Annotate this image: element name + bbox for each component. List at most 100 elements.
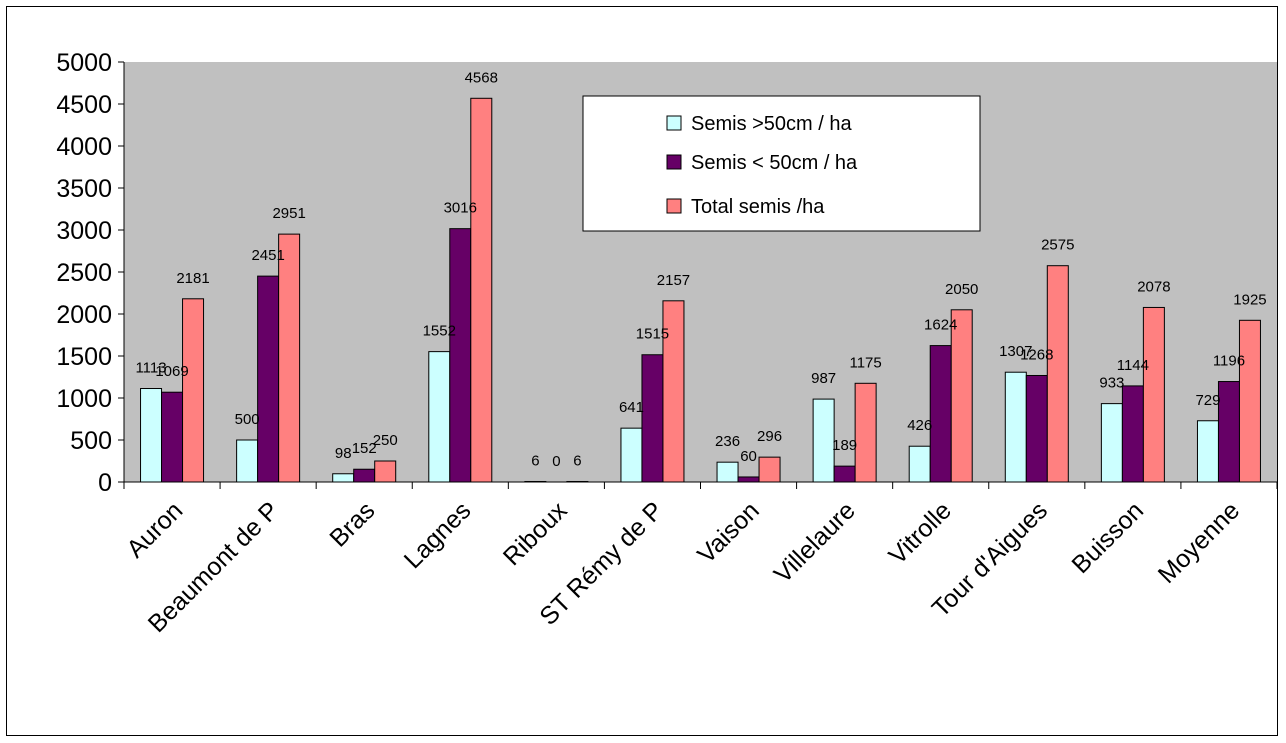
bar-series-1 xyxy=(908,445,931,483)
bar-series-2 xyxy=(353,468,376,483)
bar-series-1 xyxy=(812,398,835,483)
bar-series-1 xyxy=(620,427,643,483)
legend-swatch-series-1 xyxy=(666,115,682,131)
bar-series-3 xyxy=(470,97,493,483)
data-label: 1515 xyxy=(636,326,669,343)
bar-series-3 xyxy=(374,460,397,483)
bars xyxy=(140,97,1261,483)
data-label: 296 xyxy=(757,428,782,445)
x-category-label: Villelaure xyxy=(769,496,861,588)
data-label: 1196 xyxy=(1213,353,1245,370)
bar-series-3 xyxy=(1142,306,1165,483)
data-label: 60 xyxy=(740,448,757,465)
data-label: 1268 xyxy=(1020,346,1053,363)
data-label: 1113 xyxy=(135,360,166,377)
data-label: 1175 xyxy=(849,354,881,371)
data-label: 1144 xyxy=(1117,357,1149,374)
data-label: 987 xyxy=(811,370,836,387)
y-tick-label: 2500 xyxy=(56,259,112,287)
x-category-label: Bras xyxy=(324,496,380,552)
x-category-label: Auron xyxy=(121,496,188,563)
bar-series-2 xyxy=(737,476,760,483)
x-category-label: Vaison xyxy=(692,496,765,569)
data-label: 236 xyxy=(715,433,740,450)
bar-series-3 xyxy=(758,456,781,483)
bar-series-3 xyxy=(1238,319,1261,483)
legend-box xyxy=(582,95,981,232)
y-axis: 0 500 1000 1500 2000 2500 3000 3500 4000 4500 5000 xyxy=(56,49,125,497)
y-tick-label: 5000 xyxy=(56,49,112,77)
y-tick-label: 4500 xyxy=(56,91,112,119)
data-label: 152 xyxy=(352,440,377,457)
legend: Semis >50cm / ha Semis < 50cm / ha Total… xyxy=(582,95,981,232)
data-label: 0 xyxy=(552,453,560,470)
bar-series-3 xyxy=(1046,265,1069,483)
legend-label-series-2: Semis < 50cm / ha xyxy=(691,152,858,174)
y-tick-label: 4000 xyxy=(56,133,112,161)
legend-swatch-series-3 xyxy=(666,198,682,214)
bar-series-2 xyxy=(1121,385,1144,483)
data-label: 2050 xyxy=(945,281,978,298)
data-label: 98 xyxy=(335,445,352,462)
y-tick-label: 2000 xyxy=(56,301,112,329)
bar-series-1 xyxy=(1100,403,1123,483)
bar-series-1 xyxy=(140,388,163,483)
y-tick-label: 500 xyxy=(70,427,112,455)
x-category-label: Buisson xyxy=(1066,496,1149,579)
bar-series-2 xyxy=(833,465,856,483)
y-tick-label: 3500 xyxy=(56,175,112,203)
bar-series-1 xyxy=(1196,420,1219,483)
data-label: 6 xyxy=(531,452,539,469)
data-label: 426 xyxy=(907,417,932,434)
bar-series-3 xyxy=(182,298,205,483)
bar-series-2 xyxy=(1025,374,1048,483)
x-category-label: Vitrolle xyxy=(883,496,957,570)
x-category-label: Lagnes xyxy=(399,496,477,574)
data-label: 250 xyxy=(373,432,398,449)
data-label: 1552 xyxy=(423,323,456,340)
data-label: 641 xyxy=(619,399,644,416)
bar-series-3 xyxy=(278,233,301,483)
x-category-label: Riboux xyxy=(498,496,573,571)
legend-label-series-3: Total semis /ha xyxy=(691,196,825,218)
y-tick-label: 1500 xyxy=(56,343,112,371)
data-labels: 1113 500 98 1552 6 641 236 987 426 1307 933 729 1069… xyxy=(135,69,1266,470)
data-label: 4568 xyxy=(465,69,498,86)
data-label: 3016 xyxy=(444,200,477,217)
bar-series-1 xyxy=(716,461,739,483)
data-label: 933 xyxy=(1099,375,1124,392)
data-label: 500 xyxy=(235,411,260,428)
data-label: 189 xyxy=(832,437,857,454)
bar-series-2 xyxy=(161,391,184,483)
data-label: 2181 xyxy=(176,270,209,287)
data-label: 2451 xyxy=(251,247,284,264)
y-tick-label: 0 xyxy=(98,469,112,497)
data-label: 729 xyxy=(1195,392,1220,409)
bar-series-1 xyxy=(236,439,259,483)
bar-series-2 xyxy=(929,345,952,483)
bar-series-1 xyxy=(428,351,451,483)
data-label: 2575 xyxy=(1041,237,1074,254)
y-tick-label: 1000 xyxy=(56,385,112,413)
data-label: 1307 xyxy=(999,343,1032,360)
x-category-label: Moyenne xyxy=(1153,496,1246,589)
bar-series-3 xyxy=(854,382,877,483)
bar-series-1 xyxy=(332,473,355,483)
data-label: 2157 xyxy=(657,272,690,289)
data-label: 1624 xyxy=(924,317,957,334)
bar-series-3 xyxy=(950,309,973,483)
legend-swatch-series-2 xyxy=(666,154,682,170)
bar-series-2 xyxy=(449,228,472,483)
bar-series-2 xyxy=(1217,381,1240,483)
y-tick-label: 3000 xyxy=(56,217,112,245)
data-label: 1069 xyxy=(155,363,188,380)
bar-series-2 xyxy=(257,275,280,483)
bar-series-1 xyxy=(1004,371,1027,483)
data-label: 1925 xyxy=(1233,291,1266,308)
bar-series-2 xyxy=(641,354,664,483)
legend-label-series-1: Semis >50cm / ha xyxy=(691,113,853,135)
data-label: 2078 xyxy=(1137,278,1170,295)
data-label: 6 xyxy=(573,452,581,469)
